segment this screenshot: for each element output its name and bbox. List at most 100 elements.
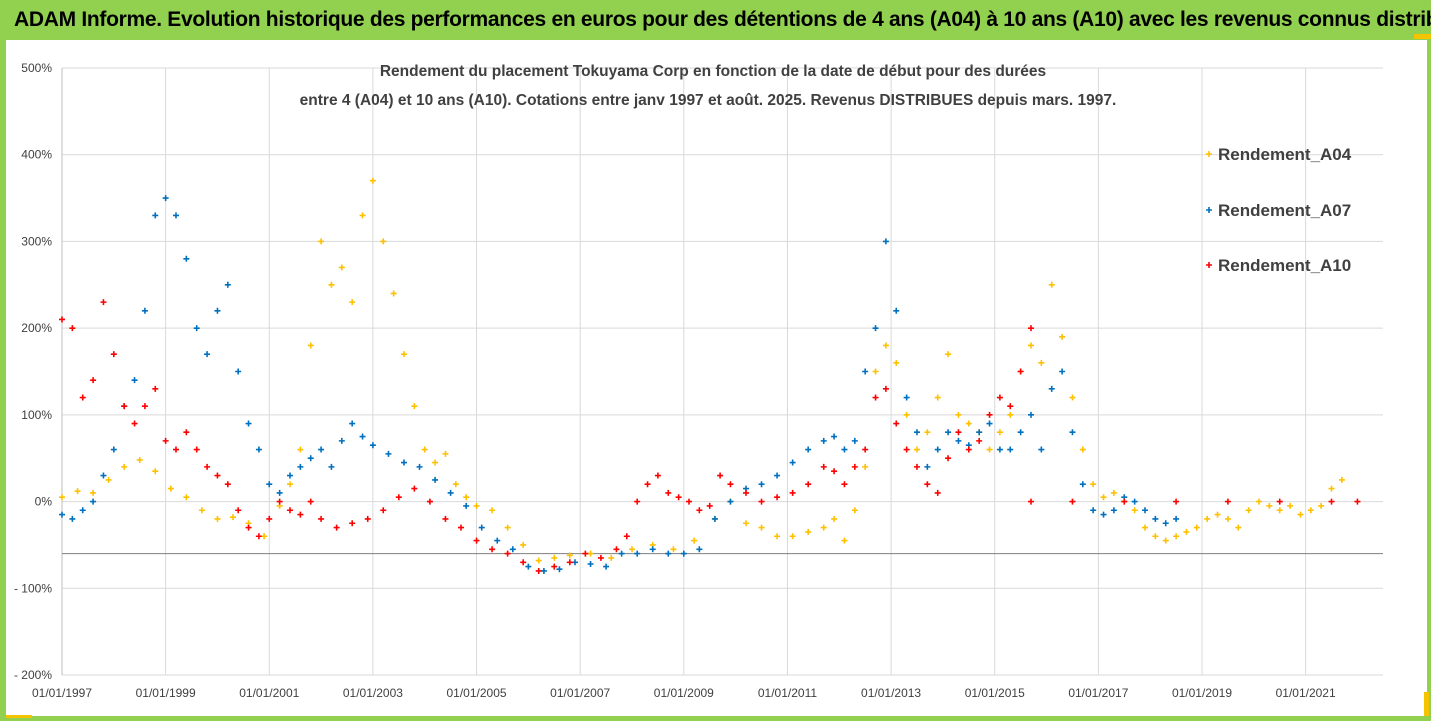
data-point-a07 [224,281,231,288]
data-point-a07 [369,442,376,449]
data-point-a04 [452,481,459,488]
data-point-a07 [100,472,107,479]
data-point-a04 [1235,524,1242,531]
data-point-a04 [1173,533,1180,540]
data-point-a10 [644,481,651,488]
data-point-a04 [504,524,511,531]
data-point-a04 [758,524,765,531]
data-point-a04 [841,537,848,544]
y-tick-label: 100% [21,408,52,422]
data-point-a10 [675,494,682,501]
data-point-a04 [349,299,356,306]
data-point-a07 [924,463,931,470]
data-point-a04 [587,550,594,557]
data-point-a04 [945,351,952,358]
x-tick-label: 01/01/2009 [654,686,714,700]
data-point-a04 [318,238,325,245]
data-point-a10 [566,559,573,566]
data-point-a10 [307,498,314,505]
x-tick-label: 01/01/2015 [965,686,1025,700]
data-point-a10 [965,446,972,453]
x-tick-label: 01/01/2017 [1068,686,1128,700]
data-point-a04 [608,554,615,561]
data-point-a07 [774,472,781,479]
data-point-a04 [1007,411,1014,418]
data-point-a10 [100,299,107,306]
data-point-a07 [540,567,547,574]
data-point-a07 [90,498,97,505]
data-point-a04 [105,476,112,483]
data-point-a10 [411,485,418,492]
data-point-a04 [214,515,221,522]
data-point-a07 [903,394,910,401]
y-tick-label: 200% [21,321,52,335]
data-point-a07 [934,446,941,453]
data-point-a04 [1297,511,1304,518]
data-point-a04 [742,520,749,527]
data-point-a04 [489,507,496,514]
data-point-a10 [1027,325,1034,332]
data-point-a10 [727,481,734,488]
y-tick-label: 500% [21,61,52,75]
page-title: ADAM Informe. Evolution historique des p… [14,8,1431,31]
data-point-a07 [463,502,470,509]
data-point-a07 [286,472,293,479]
data-point-a10 [266,515,273,522]
legend-item-a10: Rendement_A10 [1218,256,1351,275]
data-point-a04 [1038,359,1045,366]
data-point-a04 [1204,515,1211,522]
data-point-a04 [1183,528,1190,535]
data-point-a10 [214,472,221,479]
data-point-a10 [152,385,159,392]
data-point-a07 [297,463,304,470]
x-tick-label: 01/01/2019 [1172,686,1232,700]
legend-marker-a10 [1206,262,1212,268]
data-point-a10 [882,385,889,392]
data-point-a04 [297,446,304,453]
data-point-a07 [110,446,117,453]
y-tick-label: 0% [35,495,53,509]
data-point-a10 [924,481,931,488]
data-point-a10 [395,494,402,501]
data-point-a07 [59,511,65,518]
data-point-a10 [193,446,200,453]
data-point-a10 [318,515,325,522]
data-point-a07 [634,550,641,557]
data-point-a10 [1017,368,1024,375]
data-point-a07 [478,524,485,531]
data-point-a04 [1048,281,1055,288]
data-point-a10 [976,437,983,444]
data-point-a10 [1354,498,1361,505]
data-point-a10 [1328,498,1335,505]
data-point-a04 [1059,333,1066,340]
data-point-a10 [913,463,920,470]
data-point-a04 [442,450,449,457]
data-point-a10 [473,537,480,544]
data-point-a07 [665,550,672,557]
data-point-a04 [1307,507,1314,514]
data-point-a10 [613,546,620,553]
data-point-a10 [851,463,858,470]
data-point-a10 [333,524,340,531]
data-point-a07 [1007,446,1014,453]
data-point-a04 [421,446,428,453]
data-point-a04 [167,485,174,492]
data-point-a07 [789,459,796,466]
data-point-a07 [1173,515,1180,522]
data-point-a04 [535,557,542,564]
data-point-a07 [872,325,879,332]
data-point-a10 [276,498,283,505]
data-point-a10 [742,489,749,496]
title-bar: ADAM Informe. Evolution historique des p… [0,0,1431,40]
data-point-a10 [380,507,387,514]
data-point-a04 [400,351,407,358]
data-point-a07 [711,515,718,522]
data-point-a10 [934,489,941,496]
data-point-a04 [628,546,635,553]
data-point-a10 [442,515,449,522]
data-point-a04 [1152,533,1159,540]
data-point-a07 [820,437,827,444]
data-point-a04 [1100,494,1107,501]
data-point-a07 [1141,507,1148,514]
